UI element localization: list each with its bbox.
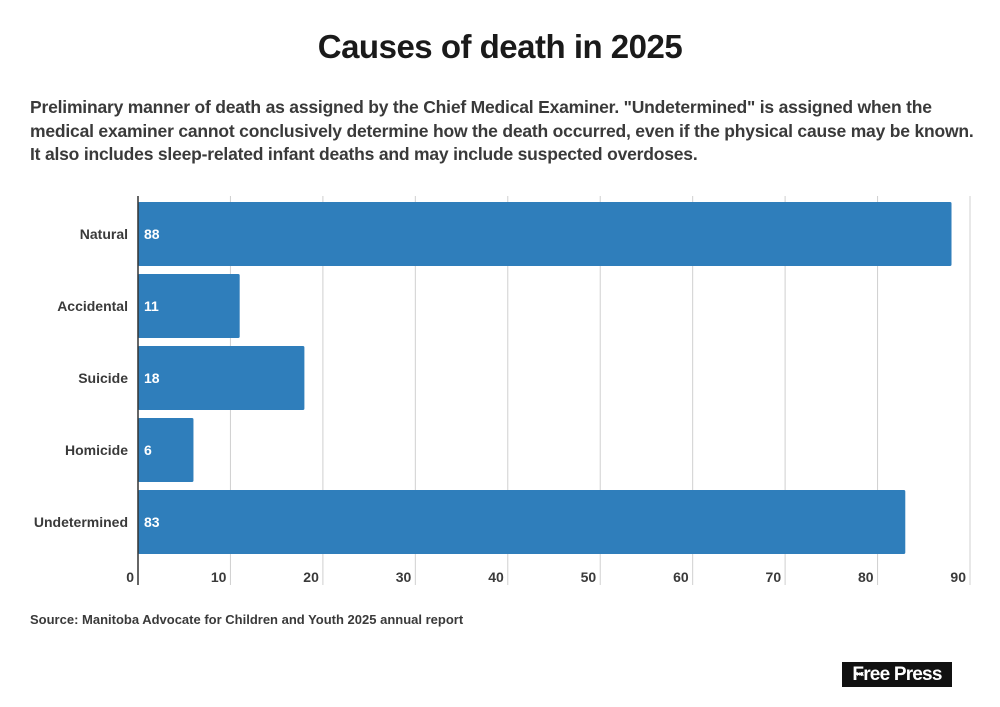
chart-title: Causes of death in 2025 bbox=[317, 28, 683, 65]
bar-suicide bbox=[138, 346, 305, 410]
x-tick-label: 80 bbox=[858, 569, 874, 585]
bar-natural bbox=[138, 202, 952, 266]
x-tick-label: 30 bbox=[396, 569, 412, 585]
category-label: Natural bbox=[80, 226, 128, 242]
x-tick-label: 70 bbox=[766, 569, 782, 585]
data-label: 11 bbox=[144, 298, 159, 314]
category-label: Accidental bbox=[57, 298, 128, 314]
x-tick-label: 60 bbox=[673, 569, 689, 585]
bars: 88 11 18 6 83 bbox=[138, 202, 952, 554]
chart-subtitle: Preliminary manner of death as assigned … bbox=[30, 97, 974, 164]
free-press-logo: THE Free Press bbox=[842, 662, 952, 687]
x-tick-labels: 0 10 20 30 40 50 60 70 80 90 bbox=[126, 569, 966, 585]
x-tick-label: 20 bbox=[303, 569, 319, 585]
source-note: Source: Manitoba Advocate for Children a… bbox=[30, 612, 464, 627]
data-label: 88 bbox=[144, 226, 160, 242]
x-tick-label: 40 bbox=[488, 569, 504, 585]
x-tick-label: 90 bbox=[950, 569, 966, 585]
category-label: Homicide bbox=[65, 442, 128, 458]
data-label: 83 bbox=[144, 514, 160, 530]
logo-text: Free Press bbox=[852, 664, 942, 685]
x-tick-label: 10 bbox=[211, 569, 227, 585]
bar-undetermined bbox=[138, 490, 906, 554]
data-label: 18 bbox=[144, 370, 160, 386]
x-tick-label: 0 bbox=[126, 569, 134, 585]
category-labels: Natural Accidental Suicide Homicide Undeterm… bbox=[34, 226, 128, 530]
data-label: 6 bbox=[144, 442, 152, 458]
x-tick-label: 50 bbox=[581, 569, 597, 585]
category-label: Suicide bbox=[78, 370, 128, 386]
bar-homicide bbox=[138, 418, 194, 482]
bar-accidental bbox=[138, 274, 240, 338]
logo-small-text: THE bbox=[854, 672, 864, 678]
category-label: Undetermined bbox=[34, 514, 128, 530]
